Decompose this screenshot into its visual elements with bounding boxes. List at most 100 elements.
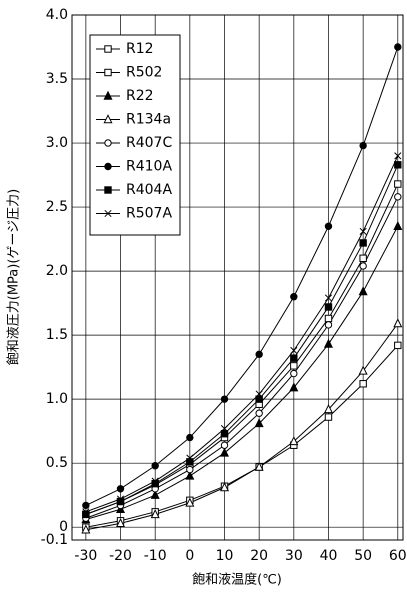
series-line [85,323,399,531]
x-tick-label: 20 [250,548,268,564]
x-tick-label: 10 [216,548,234,564]
legend-label: R502 [126,65,162,81]
x-tick-label: 50 [354,548,372,564]
marker [185,470,195,480]
marker [150,489,160,499]
marker [116,485,125,493]
marker [359,239,367,247]
y-tick-label: 0 [59,519,68,535]
series-line [85,46,399,506]
y-tick-label: 3.5 [46,71,68,87]
marker [323,338,333,348]
marker [393,318,403,328]
marker [290,362,298,370]
marker [220,425,229,433]
series-line [85,183,399,515]
marker [358,286,368,296]
legend-label: R12 [126,41,154,57]
marker [359,141,367,150]
marker [150,509,160,519]
legend-marker [104,209,112,218]
marker [394,152,402,160]
x-tick-label: 0 [185,548,194,564]
marker [255,390,263,398]
legend-marker [104,139,112,147]
y-tick-label: 2.0 [46,263,68,279]
legend-marker [103,114,113,124]
marker [394,193,402,201]
y-axis-label: 飽和液圧力(MPa)(ゲージ圧力) [7,189,22,365]
marker [82,501,90,510]
legend-label: R507A [126,206,172,222]
legend-marker [104,162,112,171]
legend-marker [104,186,112,194]
marker [186,454,194,462]
y-tick-label: 1.5 [46,327,68,343]
marker [324,303,333,311]
marker [81,524,91,534]
series-line [85,345,399,528]
marker [151,462,159,470]
legend-label: R407C [126,135,172,151]
series-line [85,196,399,519]
marker [394,180,402,188]
marker [324,222,333,230]
marker [324,314,333,323]
marker [186,465,194,474]
marker [323,404,333,414]
marker [116,518,126,528]
marker [359,254,367,262]
marker [359,227,367,235]
marker [394,161,402,169]
x-tick-label: 30 [285,548,303,564]
marker [254,418,264,428]
marker [290,369,298,378]
x-tick-label: -20 [109,548,132,564]
series-line [85,155,399,513]
series-line [85,164,399,515]
marker [289,436,299,446]
y-tick-label: 0.5 [46,455,68,471]
marker [219,482,230,492]
marker [359,380,367,388]
y-tick-label: 3.0 [46,135,68,151]
marker [324,294,333,302]
legend-label: R22 [126,88,154,104]
x-tick-label: -30 [74,548,97,564]
marker [324,321,333,329]
marker [394,43,402,51]
legend-label: R404A [126,182,172,198]
y-tick-label: -0.1 [41,532,68,548]
legend-label: R410A [126,159,172,175]
marker [219,447,230,457]
marker [220,430,229,438]
x-axis-label: 飽和液温度(℃) [192,572,282,588]
marker [220,395,229,403]
x-tick-label: 40 [320,548,338,564]
y-tick-label: 1.0 [46,391,68,407]
x-tick-label: 60 [389,548,407,564]
marker [255,350,263,359]
marker [290,346,298,355]
y-tick-label: 4.0 [46,7,68,23]
marker [82,508,90,516]
y-tick-label: 2.5 [46,199,68,215]
marker [151,477,159,485]
marker [116,495,125,503]
legend-marker [104,68,112,77]
marker [359,262,367,270]
marker [290,293,298,301]
marker [255,409,263,417]
marker [393,220,403,230]
marker [185,497,195,507]
marker [324,413,333,421]
legend-box [89,34,181,236]
marker [289,382,299,392]
series-line [85,226,399,520]
legend-label: R134a [126,112,171,128]
marker [186,433,194,442]
legend-marker [104,45,112,53]
marker [358,365,368,375]
